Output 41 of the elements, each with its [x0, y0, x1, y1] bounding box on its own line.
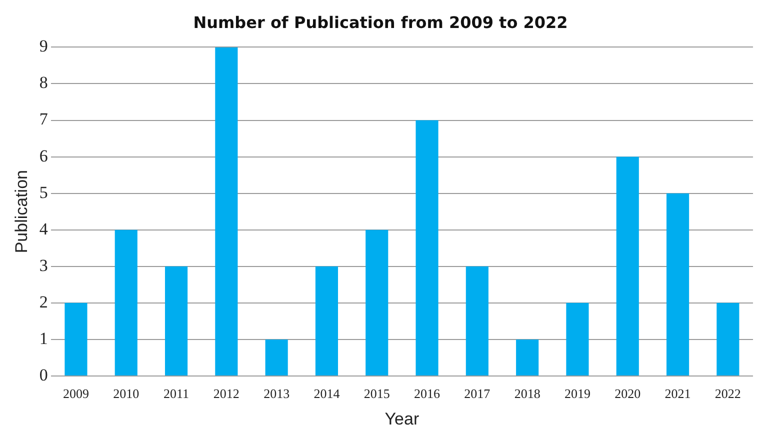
bar [716, 302, 740, 376]
y-tick-label: 7 [39, 110, 48, 129]
bar [616, 156, 639, 376]
x-tick-label: 2014 [314, 386, 340, 402]
bar [516, 339, 539, 376]
x-tick-label: 2020 [614, 386, 641, 402]
y-tick-label: 9 [39, 36, 48, 56]
bar [416, 120, 438, 376]
x-tick-label: 2015 [364, 386, 390, 402]
bar [215, 47, 238, 376]
chart-title: Number of Publication from 2009 to 2022 [193, 12, 568, 32]
bar [114, 230, 138, 376]
x-tick-label: 2013 [264, 386, 290, 402]
y-tick-label: 0 [39, 365, 48, 384]
y-tick-label: 3 [39, 256, 48, 275]
y-tick-label: 8 [39, 73, 48, 92]
bar [666, 193, 690, 376]
bar [315, 266, 338, 376]
x-tick-label: 2016 [414, 386, 441, 402]
x-tick-label: 2019 [564, 386, 590, 402]
bar [64, 302, 88, 376]
x-tick-label: 2009 [62, 386, 89, 402]
x-tick-label: 2017 [464, 386, 491, 402]
y-tick-label: 2 [39, 292, 48, 312]
x-tick-label: 2010 [113, 386, 140, 402]
y-axis-title: Publication [12, 170, 31, 254]
y-tick-label: 4 [39, 219, 48, 238]
bar [366, 230, 388, 376]
bar [466, 266, 488, 376]
x-axis-title: Year [384, 409, 420, 428]
y-tick-label: 5 [39, 182, 48, 202]
x-tick-label: 2012 [213, 386, 240, 402]
bar [265, 339, 288, 376]
bar [164, 266, 188, 376]
bar [566, 302, 589, 376]
x-tick-label: 2022 [714, 386, 741, 402]
x-tick-label: 2018 [514, 386, 540, 402]
y-tick-label: 1 [39, 328, 48, 348]
x-tick-label: 2021 [664, 386, 691, 402]
x-tick-label: 2011 [164, 386, 190, 402]
y-tick-label: 6 [39, 146, 48, 166]
